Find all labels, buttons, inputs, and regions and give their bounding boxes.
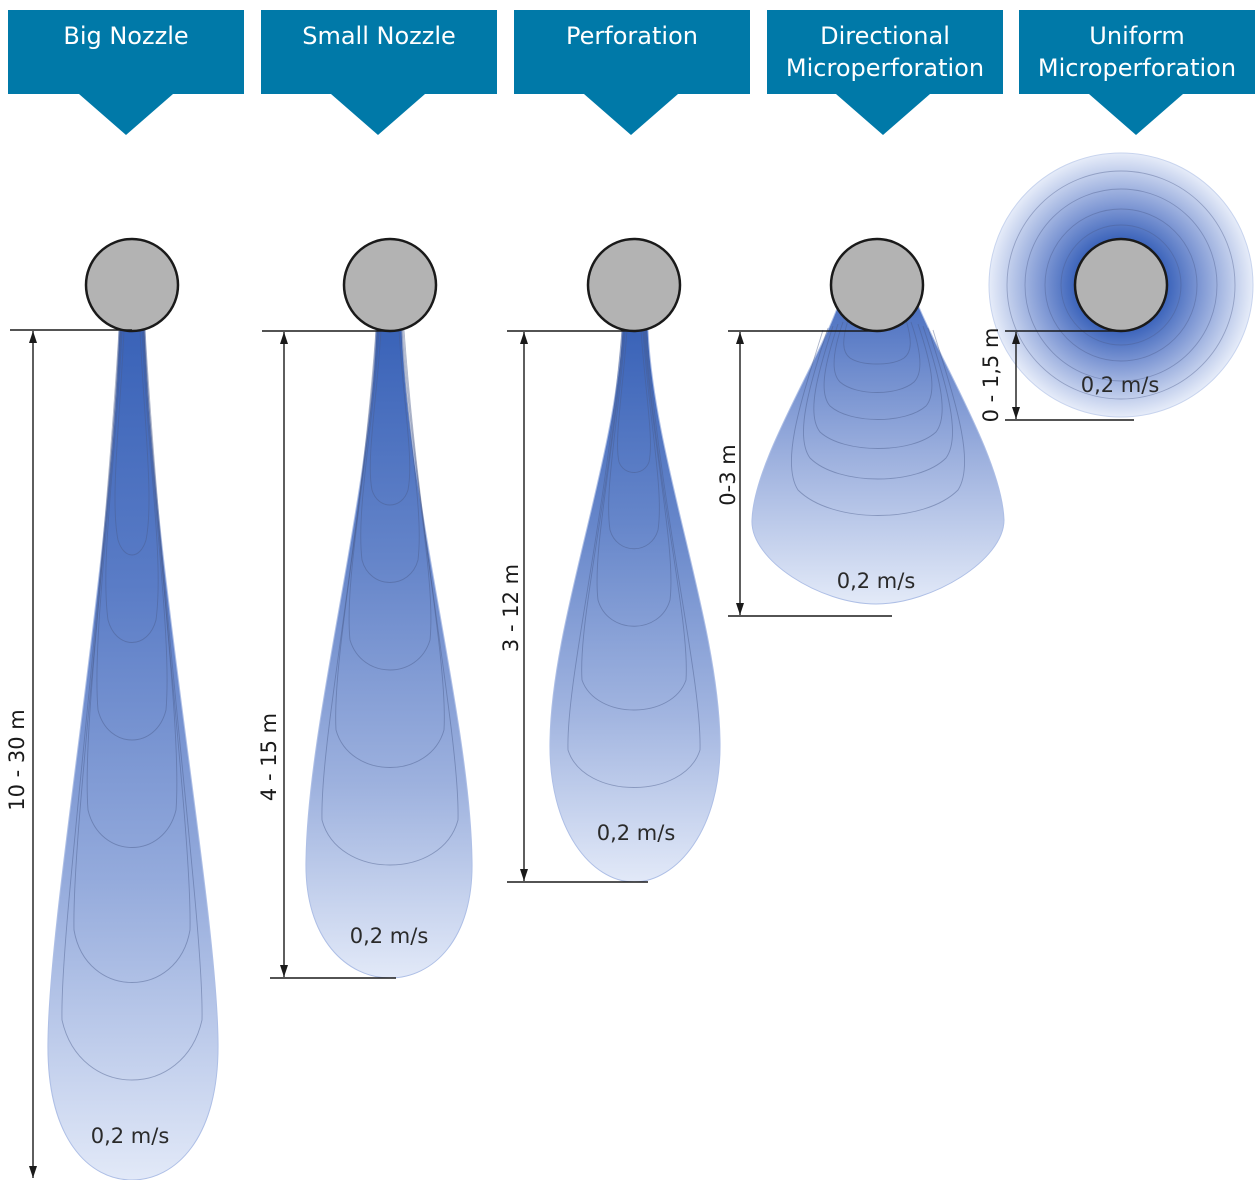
pipe	[829, 237, 925, 333]
header-label: Small Nozzle	[302, 22, 456, 50]
pipe	[84, 237, 180, 333]
column-small-nozzle: Small Nozzle 4 - 15 m 0,2 m/s	[257, 10, 497, 979]
pipe	[1073, 237, 1169, 333]
pipe	[586, 237, 682, 333]
throw-label: 4 - 15 m	[257, 713, 281, 801]
velocity-label: 0,2 m/s	[91, 1124, 170, 1148]
header-label-line-2: Microperforation	[786, 54, 984, 82]
air-plume	[47, 329, 219, 1180]
air-plume	[549, 329, 721, 883]
header-label: Big Nozzle	[63, 22, 188, 50]
header-label: Uniform	[1089, 22, 1184, 50]
velocity-label: 0,2 m/s	[350, 924, 429, 948]
throw-dimension	[10, 329, 132, 1178]
header-banner: Perforation	[514, 10, 750, 135]
column-directional-microperforation: Directional Microperforation 0-3 m	[716, 10, 1005, 617]
velocity-label: 0,2 m/s	[1081, 373, 1160, 397]
header-banner: Big Nozzle	[8, 10, 244, 135]
throw-dimension	[728, 330, 892, 617]
header-label: Perforation	[566, 22, 698, 50]
air-cone	[751, 299, 1005, 605]
header-banner: Uniform Microperforation	[1019, 10, 1255, 135]
column-uniform-microperforation: Uniform Microperforation 0 - 1,5 m 0,2 m…	[979, 10, 1255, 422]
header-banner: Directional Microperforation	[767, 10, 1003, 135]
velocity-label: 0,2 m/s	[837, 569, 916, 593]
throw-label: 0 - 1,5 m	[979, 328, 1003, 423]
velocity-label: 0,2 m/s	[597, 821, 676, 845]
header-label: Directional	[820, 22, 950, 50]
column-perforation: Perforation 3 - 12 m 0,2 m/s	[499, 10, 750, 883]
throw-label: 10 - 30 m	[5, 709, 29, 811]
air-plume	[305, 329, 473, 979]
pipe	[342, 237, 438, 333]
throw-dimension	[262, 330, 396, 979]
throw-label: 3 - 12 m	[499, 564, 523, 652]
throw-label: 0-3 m	[716, 444, 740, 505]
header-banner: Small Nozzle	[261, 10, 497, 135]
throw-dimension	[1005, 330, 1134, 421]
header-label-line-2: Microperforation	[1038, 54, 1236, 82]
column-big-nozzle: Big Nozzle 10 - 30 m 0,2 m/s	[5, 10, 244, 1180]
throw-dimension	[507, 330, 648, 883]
